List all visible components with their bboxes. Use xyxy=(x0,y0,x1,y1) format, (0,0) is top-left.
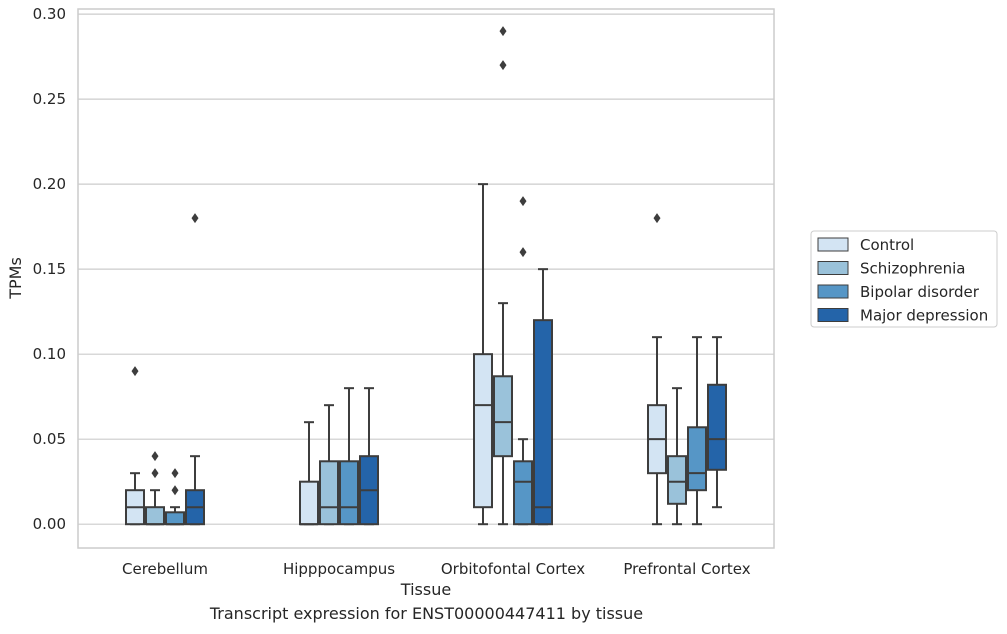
outlier-point xyxy=(653,213,661,224)
legend-swatch xyxy=(817,237,849,252)
box-iqr xyxy=(145,506,165,526)
legend-frame xyxy=(810,230,998,328)
outlier-point xyxy=(519,196,527,207)
legend-label: Major depression xyxy=(860,307,988,325)
y-tick-label: 0.10 xyxy=(33,345,66,363)
box-iqr xyxy=(533,319,553,526)
legend-label: Control xyxy=(860,236,914,254)
outlier-point xyxy=(519,247,527,258)
box-control xyxy=(473,183,493,526)
box-schizophrenia xyxy=(319,404,339,526)
box-control xyxy=(299,421,319,526)
y-axis-label: TPMs xyxy=(6,257,25,300)
outlier-point xyxy=(499,60,507,71)
outlier-point xyxy=(131,366,139,377)
outlier-point xyxy=(151,451,159,462)
y-axis-ticks: 0.00 0.05 0.10 0.15 0.20 0.25 0.30 xyxy=(33,5,66,533)
box-bipolar-disorder xyxy=(165,468,185,526)
outlier-point xyxy=(171,485,179,496)
box-iqr xyxy=(165,511,185,526)
outlier-point xyxy=(499,26,507,37)
legend-label: Bipolar disorder xyxy=(860,283,980,301)
x-tick-label: Prefrontal Cortex xyxy=(623,560,750,578)
y-tick-label: 0.30 xyxy=(33,5,66,23)
x-tick-label: Cerebellum xyxy=(122,560,208,578)
x-tick-label: Hipppocampus xyxy=(283,560,395,578)
y-tick-label: 0.00 xyxy=(33,515,66,533)
box-iqr xyxy=(687,426,707,492)
box-groups xyxy=(125,26,727,526)
legend-label: Schizophrenia xyxy=(860,260,965,278)
box-major-depression xyxy=(533,268,553,526)
box-bipolar-disorder xyxy=(687,336,707,526)
box-iqr xyxy=(707,383,727,471)
box-bipolar-disorder xyxy=(513,196,533,526)
x-tick-label: Orbitofontal Cortex xyxy=(441,560,585,578)
box-bipolar-disorder xyxy=(339,387,359,526)
box-iqr xyxy=(513,460,533,526)
box-control xyxy=(647,213,667,526)
legend-swatch xyxy=(817,284,849,299)
box-schizophrenia xyxy=(145,451,165,526)
legend-swatch xyxy=(817,261,849,275)
y-tick-label: 0.20 xyxy=(33,175,66,193)
outlier-point xyxy=(171,468,179,479)
box-iqr xyxy=(299,480,319,526)
y-tick-label: 0.15 xyxy=(33,260,66,278)
x-axis-label: Tissue xyxy=(400,580,451,599)
y-tick-label: 0.05 xyxy=(33,430,66,448)
box-iqr xyxy=(339,460,359,526)
box-iqr xyxy=(473,353,493,509)
box-schizophrenia xyxy=(667,387,687,526)
x-axis-ticks: Cerebellum Hipppocampus Orbitofontal Corte… xyxy=(122,560,751,578)
box-control xyxy=(125,366,145,526)
box-iqr xyxy=(319,460,339,526)
box-schizophrenia xyxy=(493,26,513,526)
box-iqr xyxy=(493,375,513,458)
box-major-depression xyxy=(185,213,205,526)
outlier-point xyxy=(151,468,159,479)
box-major-depression xyxy=(359,387,379,526)
legend-swatch xyxy=(817,308,849,322)
box-major-depression xyxy=(707,336,727,509)
box-iqr xyxy=(667,455,687,505)
legend: Control Schizophrenia Bipolar disorder Majo… xyxy=(810,230,998,328)
y-tick-label: 0.25 xyxy=(33,90,66,108)
outlier-point xyxy=(191,213,199,224)
chart-caption: Transcript expression for ENST0000044741… xyxy=(209,604,644,623)
